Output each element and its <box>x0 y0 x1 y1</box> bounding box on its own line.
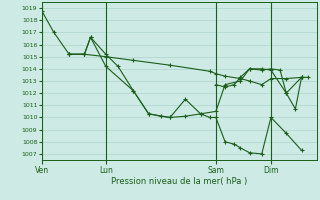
X-axis label: Pression niveau de la mer( hPa ): Pression niveau de la mer( hPa ) <box>111 177 247 186</box>
